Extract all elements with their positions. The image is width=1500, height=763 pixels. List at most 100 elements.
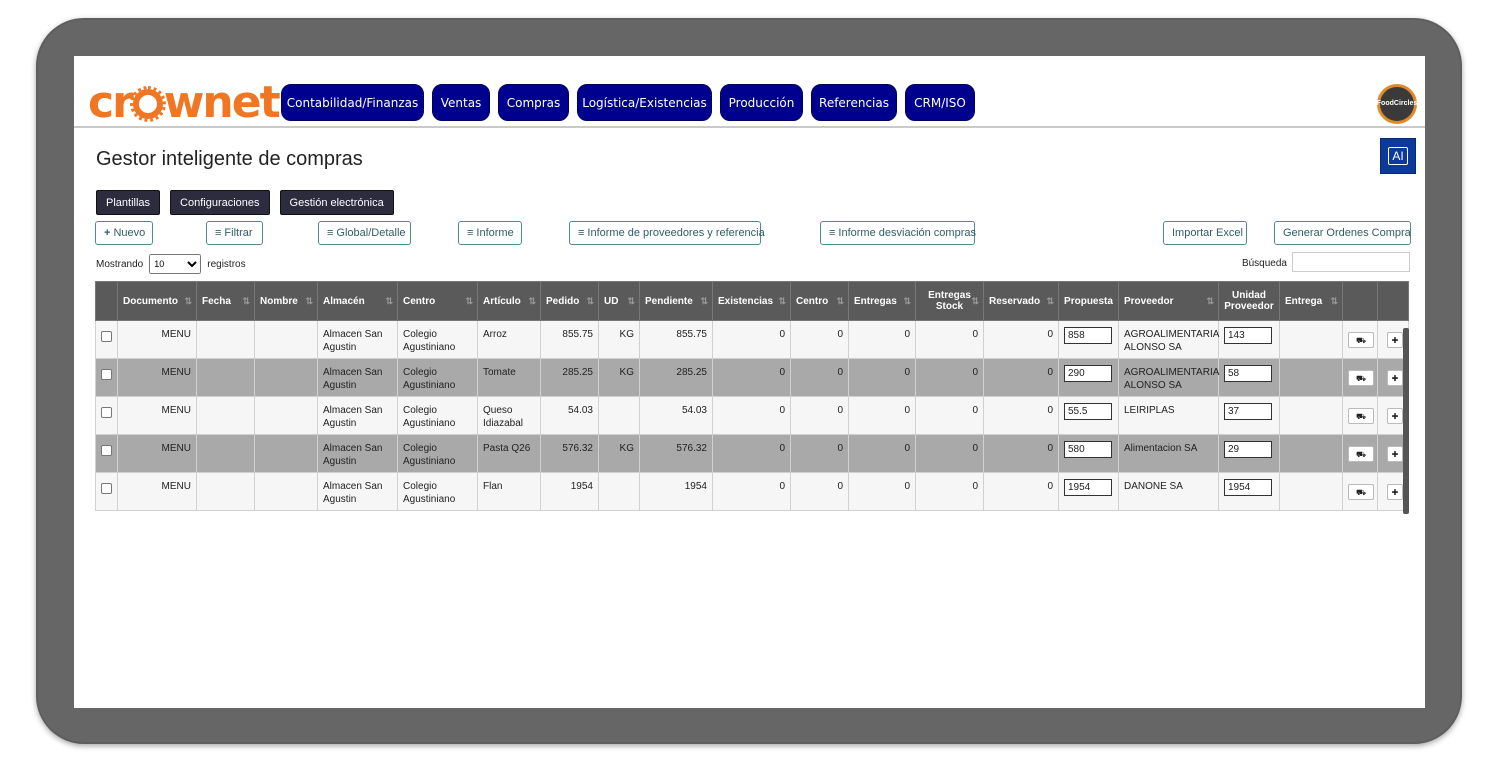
nav-ventas[interactable]: Ventas <box>432 84 490 121</box>
cell-truck: ⛟ <box>1342 358 1378 397</box>
cell-ud <box>598 472 640 511</box>
table-row: MENU Almacen San Agustin Colegio Agustinia… <box>95 434 1409 473</box>
col-entregas[interactable]: Entregas ⇅ <box>848 281 916 321</box>
col-propuesta[interactable]: Propuesta <box>1058 281 1119 321</box>
row-checkbox[interactable] <box>101 445 112 456</box>
search-input[interactable] <box>1292 252 1410 272</box>
sort-icon: ⇅ <box>528 296 536 306</box>
cell-unidad-proveedor: 29 <box>1218 434 1280 473</box>
col-unidad-proveedor[interactable]: Unidad Proveedor <box>1218 281 1280 321</box>
nav-compras[interactable]: Compras <box>498 84 569 121</box>
nav-produccion[interactable]: Producción <box>720 84 803 121</box>
row-checkbox[interactable] <box>101 369 112 380</box>
unidad-proveedor-input[interactable]: 29 <box>1224 441 1272 458</box>
add-icon[interactable]: ✚ <box>1387 484 1403 500</box>
list-icon: ≡ <box>215 227 222 239</box>
generar-ordenes-button[interactable]: Generar Ordenes Compra <box>1274 221 1411 245</box>
add-icon[interactable]: ✚ <box>1387 370 1403 386</box>
row-checkbox[interactable] <box>101 483 112 494</box>
col-pendiente[interactable]: Pendiente ⇅ <box>639 281 713 321</box>
propuesta-input[interactable]: 290 <box>1064 365 1112 382</box>
cell-documento: MENU <box>117 472 197 511</box>
crownet-logo[interactable]: cr wnet <box>88 77 281 128</box>
col-articulo[interactable]: Artículo ⇅ <box>477 281 541 321</box>
cell-centro: Colegio Agustiniano <box>397 396 478 435</box>
row-checkbox[interactable] <box>101 407 112 418</box>
truck-icon[interactable]: ⛟ <box>1348 446 1374 462</box>
filtrar-button[interactable]: ≡ Filtrar <box>206 221 263 245</box>
col-proveedor[interactable]: Proveedor ⇅ <box>1118 281 1219 321</box>
col-pedido[interactable]: Pedido ⇅ <box>540 281 599 321</box>
tab-gestion-electronica[interactable]: Gestión electrónica <box>279 190 394 215</box>
nav-referencias[interactable]: Referencias <box>811 84 897 121</box>
nav-crm-iso[interactable]: CRM/ISO <box>905 84 975 121</box>
col-fecha[interactable]: Fecha ⇅ <box>196 281 255 321</box>
unidad-proveedor-input[interactable]: 58 <box>1224 365 1272 382</box>
cell-pedido: 576.32 <box>540 434 599 473</box>
informe-proveedores-button[interactable]: ≡ Informe de proveedores y referencia <box>569 221 765 245</box>
add-icon[interactable]: ✚ <box>1387 408 1403 424</box>
informe-desviacion-button[interactable]: ≡ Informe desviación compras <box>820 221 976 245</box>
nav-logistica[interactable]: Logística/Existencias <box>577 84 712 121</box>
cell-propuesta: 55.5 <box>1058 396 1119 435</box>
col-entrega[interactable]: Entrega ⇅ <box>1279 281 1343 321</box>
propuesta-input[interactable]: 1954 <box>1064 479 1112 496</box>
nuevo-button[interactable]: + Nuevo <box>95 221 153 245</box>
truck-icon[interactable]: ⛟ <box>1348 332 1374 348</box>
unidad-proveedor-input[interactable]: 1954 <box>1224 479 1272 496</box>
propuesta-input[interactable]: 580 <box>1064 441 1112 458</box>
add-icon[interactable]: ✚ <box>1387 446 1403 462</box>
cell-entregas: 0 <box>848 396 916 435</box>
list-icon: ≡ <box>829 227 836 239</box>
foodcircles-logo[interactable]: FoodCircles <box>1377 84 1417 124</box>
truck-icon[interactable]: ⛟ <box>1348 370 1374 386</box>
cell-entregas-stock: 0 <box>915 472 984 511</box>
tab-plantillas[interactable]: Plantillas <box>96 190 161 215</box>
importar-excel-button[interactable]: Importar Excel <box>1163 221 1247 245</box>
row-checkbox[interactable] <box>101 331 112 342</box>
col-nombre[interactable]: Nombre ⇅ <box>254 281 318 321</box>
cell-ud <box>598 396 640 435</box>
unidad-proveedor-input[interactable]: 37 <box>1224 403 1272 420</box>
sort-icon: ⇅ <box>184 296 192 306</box>
informe-button[interactable]: ≡ Informe <box>458 221 522 245</box>
nav-contabilidad[interactable]: Contabilidad/Finanzas <box>281 84 424 121</box>
cell-almacen: Almacen San Agustin <box>317 434 398 473</box>
col-reservado[interactable]: Reservado ⇅ <box>983 281 1059 321</box>
col-ud[interactable]: UD ⇅ <box>598 281 640 321</box>
cell-entrega <box>1279 396 1343 435</box>
cell-fecha <box>196 320 255 359</box>
truck-icon[interactable]: ⛟ <box>1348 484 1374 500</box>
purchases-table: Documento ⇅ Fecha ⇅ Nombre ⇅ Almacén ⇅ Centr… <box>95 281 1409 511</box>
sort-icon: ⇅ <box>836 296 844 306</box>
cell-almacen: Almacen San Agustin <box>317 358 398 397</box>
col-existencias[interactable]: Existencias ⇅ <box>712 281 791 321</box>
sort-icon: ⇅ <box>700 296 708 306</box>
col-almacen[interactable]: Almacén ⇅ <box>317 281 398 321</box>
cell-pedido: 855.75 <box>540 320 599 359</box>
cell-proveedor: LEIRIPLAS <box>1118 396 1219 435</box>
col-centro[interactable]: Centro ⇅ <box>397 281 478 321</box>
cell-pendiente: 1954 <box>639 472 713 511</box>
cell-almacen: Almacen San Agustin <box>317 472 398 511</box>
page-size-select[interactable]: 10 <box>149 254 202 274</box>
table-scrollbar[interactable] <box>1403 328 1409 514</box>
col-documento[interactable]: Documento ⇅ <box>117 281 197 321</box>
row-checkbox-cell <box>95 320 118 359</box>
tab-configuraciones[interactable]: Configuraciones <box>170 190 270 215</box>
add-icon[interactable]: ✚ <box>1387 332 1403 348</box>
truck-icon[interactable]: ⛟ <box>1348 408 1374 424</box>
cell-pedido: 285.25 <box>540 358 599 397</box>
unidad-proveedor-input[interactable]: 143 <box>1224 327 1272 344</box>
col-centro-qty[interactable]: Centro ⇅ <box>790 281 849 321</box>
global-detalle-button[interactable]: ≡ Global/Detalle <box>318 221 411 245</box>
propuesta-input[interactable]: 55.5 <box>1064 403 1112 420</box>
col-entregas-stock[interactable]: Entregas Stock ⇅ <box>915 281 984 321</box>
cell-centro-qty: 0 <box>790 320 849 359</box>
propuesta-input[interactable]: 858 <box>1064 327 1112 344</box>
cell-centro: Colegio Agustiniano <box>397 358 478 397</box>
cell-ud: KG <box>598 358 640 397</box>
ai-assistant-button[interactable]: AI <box>1380 138 1416 174</box>
cell-entregas-stock: 0 <box>915 434 984 473</box>
cell-centro: Colegio Agustiniano <box>397 434 478 473</box>
